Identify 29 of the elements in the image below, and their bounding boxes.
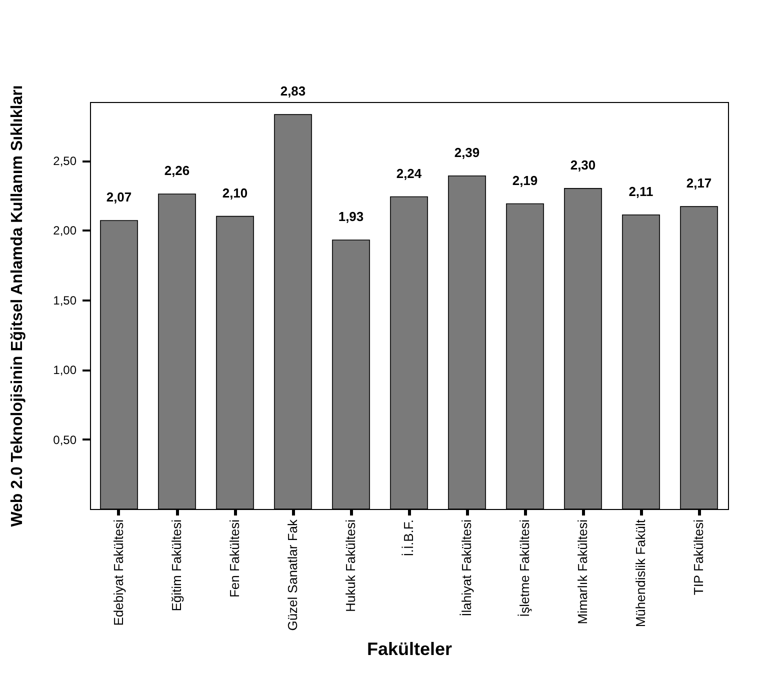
y-tick-label: 1,50 bbox=[53, 293, 77, 308]
x-axis-title: Fakülteler bbox=[366, 638, 452, 659]
x-tick-label: Güzel Sanatlar Fak bbox=[285, 519, 300, 631]
data-label: 2,10 bbox=[222, 185, 248, 200]
x-tick-label: Hukuk Fakültesi bbox=[343, 519, 358, 612]
data-label: 1,93 bbox=[338, 208, 364, 224]
y-tick-label: 1,00 bbox=[53, 363, 77, 378]
data-label: 2,39 bbox=[454, 144, 480, 160]
x-tick-label: Eğitim Fakültesi bbox=[169, 519, 184, 612]
data-label: 2,07 bbox=[106, 189, 132, 204]
x-tick-label: Fen Fakültesi bbox=[227, 519, 242, 598]
data-label: 2,30 bbox=[570, 157, 596, 172]
x-tick-label: Mühendislik Fakült bbox=[633, 519, 648, 628]
data-label: 2,24 bbox=[396, 166, 422, 181]
x-tick-label: TIP Fakültesi bbox=[691, 519, 706, 596]
data-label: 2,19 bbox=[512, 172, 538, 188]
x-tick-label: İlahiyat Fakültesi bbox=[459, 519, 474, 616]
y-axis-title: Web 2.0 Teknolojisinin Eğitsel Anlamda Kullanım Sıklıkları bbox=[9, 85, 26, 527]
x-tick-label: Edebiyat Fakültesi bbox=[111, 519, 126, 626]
data-label: 2,26 bbox=[164, 162, 190, 178]
y-tick-label: 0,50 bbox=[53, 432, 77, 447]
y-tick-label: 2,50 bbox=[53, 154, 77, 168]
x-tick-label: Mimarlık Fakültesi bbox=[575, 519, 590, 624]
x-tick-label: İ.İ.B.F. bbox=[401, 520, 416, 556]
data-label: 2,11 bbox=[628, 184, 654, 199]
data-label: 2,17 bbox=[686, 176, 712, 191]
data-label: 2,83 bbox=[280, 84, 306, 99]
x-tick-label: İşletme Fakültesi bbox=[517, 519, 532, 618]
y-tick-label: 2,00 bbox=[53, 224, 77, 238]
